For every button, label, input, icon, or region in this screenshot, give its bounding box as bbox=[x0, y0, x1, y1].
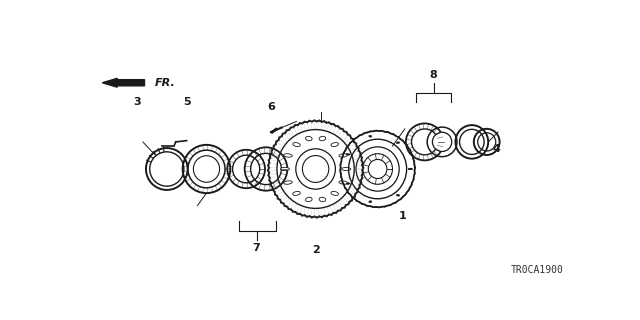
Ellipse shape bbox=[305, 197, 312, 202]
Ellipse shape bbox=[303, 156, 329, 182]
Ellipse shape bbox=[280, 167, 289, 171]
Ellipse shape bbox=[396, 194, 400, 196]
Ellipse shape bbox=[319, 197, 326, 202]
Ellipse shape bbox=[433, 132, 452, 151]
Text: TR0CA1900: TR0CA1900 bbox=[511, 265, 564, 275]
Ellipse shape bbox=[369, 135, 372, 137]
Ellipse shape bbox=[284, 181, 292, 184]
Ellipse shape bbox=[292, 143, 300, 147]
Text: 7: 7 bbox=[252, 243, 260, 253]
Ellipse shape bbox=[331, 143, 339, 147]
Ellipse shape bbox=[408, 168, 412, 170]
FancyArrow shape bbox=[102, 78, 145, 87]
Text: 8: 8 bbox=[430, 70, 438, 80]
Ellipse shape bbox=[292, 191, 300, 196]
Ellipse shape bbox=[319, 136, 326, 141]
Ellipse shape bbox=[346, 154, 350, 155]
Text: FR.: FR. bbox=[154, 78, 175, 88]
Text: 5: 5 bbox=[183, 98, 191, 108]
Ellipse shape bbox=[369, 201, 372, 203]
Ellipse shape bbox=[284, 154, 292, 157]
Ellipse shape bbox=[305, 136, 312, 141]
Ellipse shape bbox=[339, 154, 348, 157]
Ellipse shape bbox=[342, 167, 351, 171]
Ellipse shape bbox=[396, 142, 400, 144]
Text: 6: 6 bbox=[267, 102, 275, 112]
Ellipse shape bbox=[408, 168, 412, 170]
Text: 1: 1 bbox=[399, 211, 406, 221]
Text: 2: 2 bbox=[312, 245, 319, 255]
Ellipse shape bbox=[331, 191, 339, 196]
Ellipse shape bbox=[368, 159, 387, 179]
Text: 3: 3 bbox=[133, 98, 141, 108]
Ellipse shape bbox=[346, 183, 350, 184]
Text: 4: 4 bbox=[493, 144, 500, 154]
Ellipse shape bbox=[339, 181, 348, 184]
